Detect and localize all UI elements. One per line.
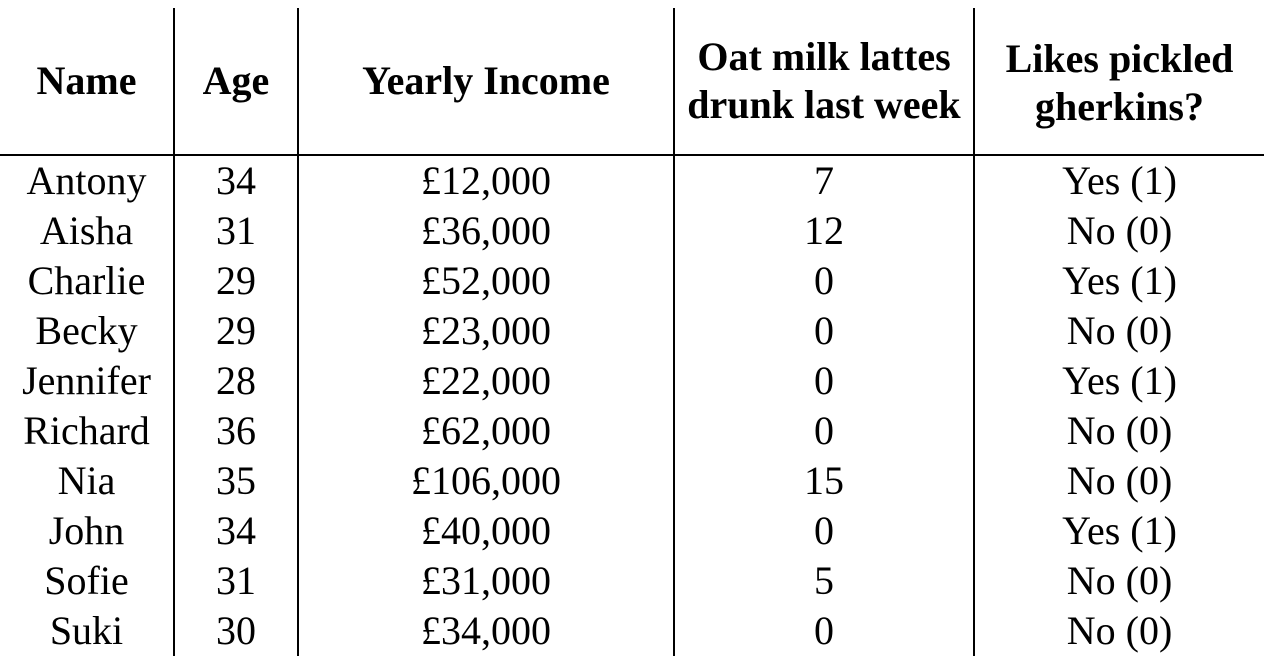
table-row: Suki 30 £34,000 0 No (0) (0, 606, 1264, 656)
cell-age: 28 (173, 356, 298, 406)
cell-gherkins: Yes (1) (973, 256, 1264, 306)
cell-name: Richard (23, 408, 150, 453)
cell-income: £34,000 (297, 606, 674, 656)
cell-lattes: 0 (673, 606, 974, 656)
cell-gherkins: Yes (1) (973, 506, 1264, 556)
cell-lattes: 0 (673, 506, 974, 556)
header-name: Name (0, 8, 174, 156)
cell-age: 31 (173, 556, 298, 606)
cell-name: Nia (57, 458, 116, 503)
cell-income: £22,000 (297, 356, 674, 406)
table-row: Richard 36 £62,000 0 No (0) (0, 406, 1264, 456)
cell-gherkins: No (0) (973, 606, 1264, 656)
cell-lattes: 0 (673, 256, 974, 306)
header-row: Name Age Yearly Income Oat milk lattes d… (0, 8, 1264, 156)
survey-table: Name Age Yearly Income Oat milk lattes d… (0, 8, 1264, 656)
table-row: Jennifer 28 £22,000 0 Yes (1) (0, 356, 1264, 406)
cell-income: £62,000 (297, 406, 674, 456)
cell-name: Aisha (39, 208, 134, 253)
table-row: Sofie 31 £31,000 5 No (0) (0, 556, 1264, 606)
cell-age: 29 (173, 306, 298, 356)
cell-gherkins: No (0) (973, 306, 1264, 356)
cell-name: Sofie (44, 558, 129, 603)
cell-gherkins: Yes (1) (973, 155, 1264, 206)
cell-age: 31 (173, 206, 298, 256)
table-row: Becky 29 £23,000 0 No (0) (0, 306, 1264, 356)
table-row: John 34 £40,000 0 Yes (1) (0, 506, 1264, 556)
cell-name: Jennifer (22, 358, 151, 403)
cell-lattes: 5 (673, 556, 974, 606)
cell-lattes: 7 (673, 155, 974, 206)
header-age: Age (173, 8, 298, 156)
header-income: Yearly Income (297, 8, 674, 156)
cell-income: £52,000 (297, 256, 674, 306)
table-row: Antony 34 £12,000 7 Yes (1) (0, 155, 1264, 206)
cell-lattes: 15 (673, 456, 974, 506)
header-gherkins: Likes pickled gherkins? (973, 8, 1264, 156)
cell-lattes: 0 (673, 356, 974, 406)
cell-name: John (48, 508, 125, 553)
cell-age: 29 (173, 256, 298, 306)
cell-gherkins: No (0) (973, 456, 1264, 506)
cell-income: £36,000 (297, 206, 674, 256)
cell-name: Antony (26, 158, 147, 203)
table-row: Charlie 29 £52,000 0 Yes (1) (0, 256, 1264, 306)
cell-income: £40,000 (297, 506, 674, 556)
cell-name: Charlie (27, 258, 146, 303)
header-lattes: Oat milk lattes drunk last week (673, 8, 974, 156)
cell-income: £12,000 (297, 155, 674, 206)
cell-income: £31,000 (297, 556, 674, 606)
cell-gherkins: Yes (1) (973, 356, 1264, 406)
table-row: Nia 35 £106,000 15 No (0) (0, 456, 1264, 506)
cell-lattes: 0 (673, 306, 974, 356)
cell-income: £106,000 (297, 456, 674, 506)
cell-age: 34 (173, 155, 298, 206)
cell-name: Becky (35, 308, 138, 353)
cell-age: 36 (173, 406, 298, 456)
cell-gherkins: No (0) (973, 406, 1264, 456)
cell-income: £23,000 (297, 306, 674, 356)
cell-name: Suki (49, 608, 124, 653)
cell-gherkins: No (0) (973, 206, 1264, 256)
cell-gherkins: No (0) (973, 556, 1264, 606)
cell-lattes: 0 (673, 406, 974, 456)
cell-age: 34 (173, 506, 298, 556)
cell-age: 30 (173, 606, 298, 656)
cell-age: 35 (173, 456, 298, 506)
cell-lattes: 12 (673, 206, 974, 256)
table-row: Aisha 31 £36,000 12 No (0) (0, 206, 1264, 256)
